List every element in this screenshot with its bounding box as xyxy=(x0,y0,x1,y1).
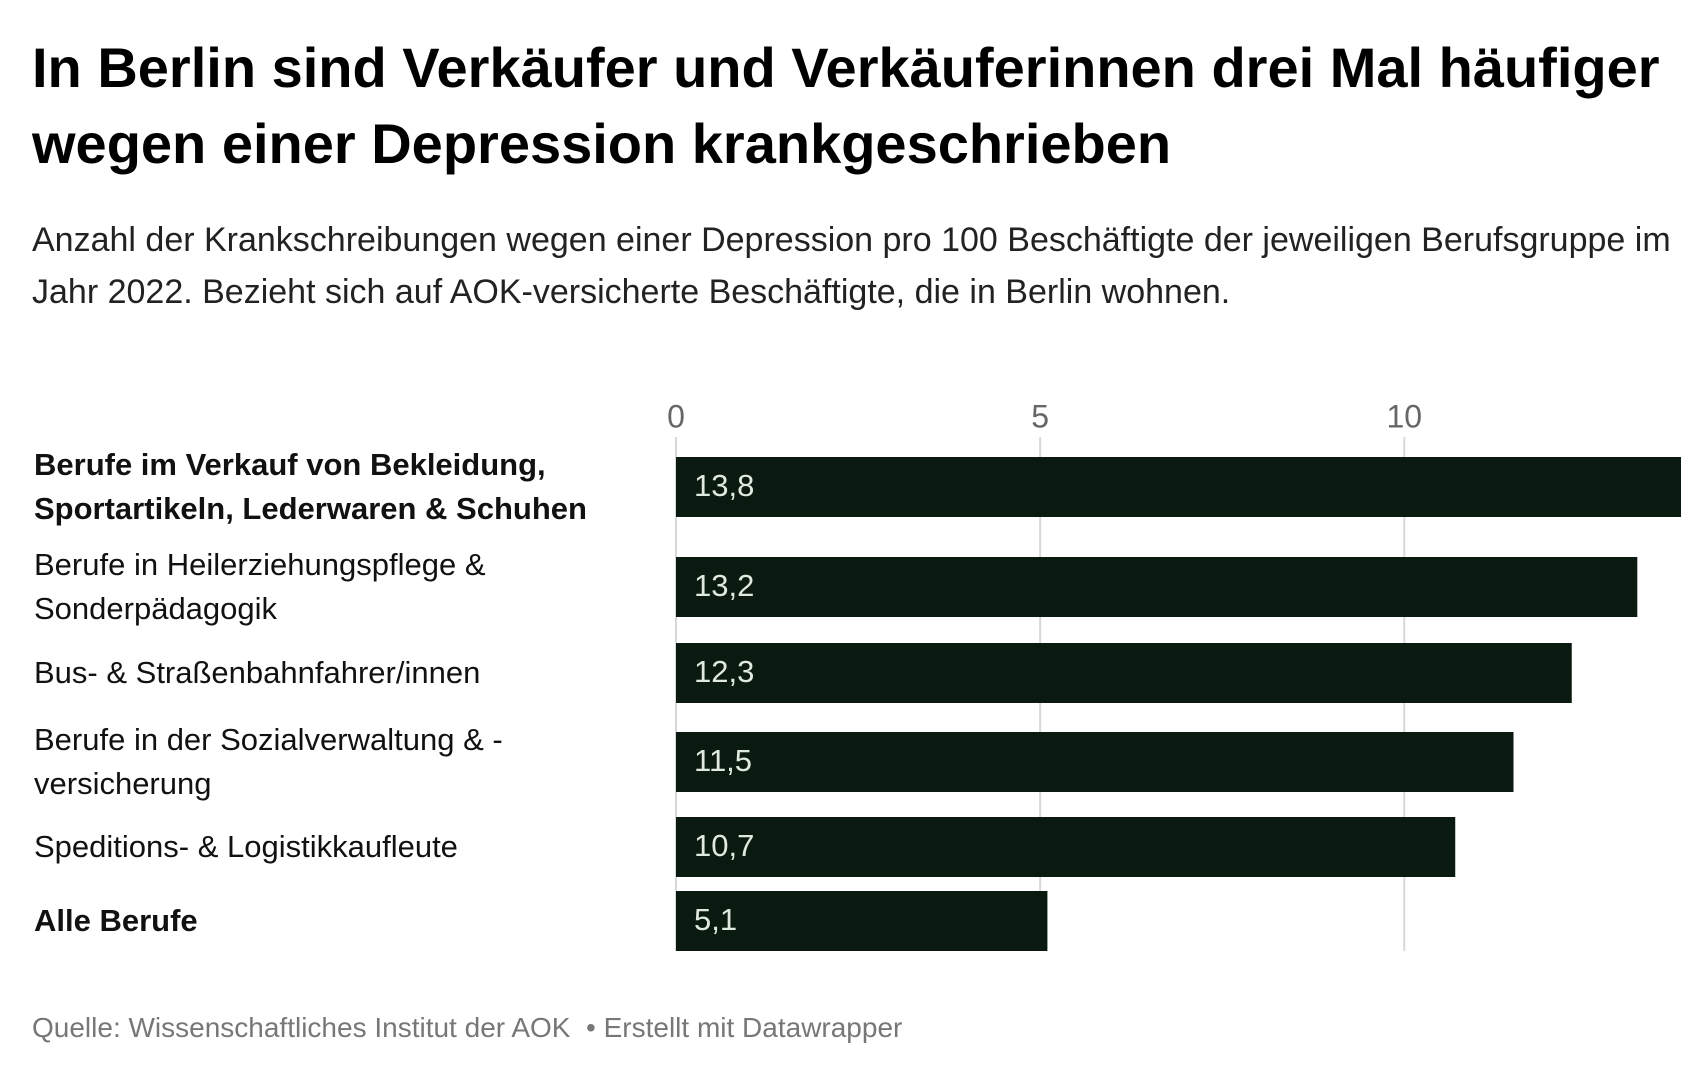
bar xyxy=(676,817,1456,877)
category-label: Bus- & Straßenbahnfahrer/innen xyxy=(34,655,481,690)
category-label: Berufe im Verkauf von Bekleidung, Sporta… xyxy=(34,447,587,526)
category-label: Speditions- & Logistikkaufleute xyxy=(34,829,458,864)
value-label: 5,1 xyxy=(694,902,737,937)
value-label: 10,7 xyxy=(694,828,754,863)
bar xyxy=(676,891,1048,951)
x-tick-label: 0 xyxy=(667,398,685,434)
category-label: Berufe in Heilerziehungspflege & Sonderp… xyxy=(34,547,486,626)
source: Quelle: Wissenschaftliches Institut der … xyxy=(32,1012,571,1043)
chart-subtitle: Anzahl der Krankschreibungen wegen einer… xyxy=(32,221,1671,311)
x-tick-label: 10 xyxy=(1386,398,1422,434)
value-label: 11,5 xyxy=(694,743,752,778)
bar xyxy=(676,643,1572,703)
category-label: Berufe in der Sozialverwaltung & -versic… xyxy=(34,722,503,801)
chart-title: In Berlin sind Verkäufer und Verkäuferin… xyxy=(32,36,1660,175)
value-label: 13,8 xyxy=(694,468,754,503)
footer: Quelle: Wissenschaftliches Institut der … xyxy=(32,1012,903,1043)
value-label: 13,2 xyxy=(694,568,754,603)
value-label: 12,3 xyxy=(694,654,754,689)
bar xyxy=(676,557,1638,617)
bar xyxy=(676,732,1514,792)
category-label: Alle Berufe xyxy=(34,903,198,938)
bar xyxy=(676,457,1681,517)
credit: Erstellt mit Datawrapper xyxy=(603,1012,903,1043)
x-tick-label: 5 xyxy=(1031,398,1049,434)
